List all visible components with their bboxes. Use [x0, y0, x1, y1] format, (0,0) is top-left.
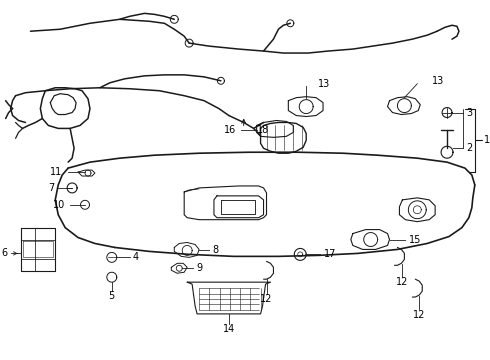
Text: 1: 1: [484, 135, 490, 145]
Text: 17: 17: [324, 249, 337, 260]
Text: 3: 3: [466, 108, 472, 118]
Text: 12: 12: [396, 277, 409, 287]
Text: 7: 7: [48, 183, 54, 193]
Text: 5: 5: [109, 291, 115, 301]
Text: 13: 13: [318, 79, 330, 89]
Text: 15: 15: [409, 234, 422, 244]
Text: 18: 18: [257, 125, 269, 135]
Text: 14: 14: [222, 324, 235, 334]
Text: 10: 10: [53, 200, 65, 210]
Text: 12: 12: [413, 310, 425, 320]
Text: 13: 13: [432, 76, 444, 86]
Text: 12: 12: [260, 294, 273, 304]
Text: 6: 6: [1, 248, 8, 258]
Text: 16: 16: [223, 125, 236, 135]
Text: 4: 4: [133, 252, 139, 262]
Text: 9: 9: [196, 263, 202, 273]
Text: 8: 8: [212, 246, 218, 256]
Text: 11: 11: [50, 167, 62, 177]
Text: 2: 2: [466, 143, 472, 153]
